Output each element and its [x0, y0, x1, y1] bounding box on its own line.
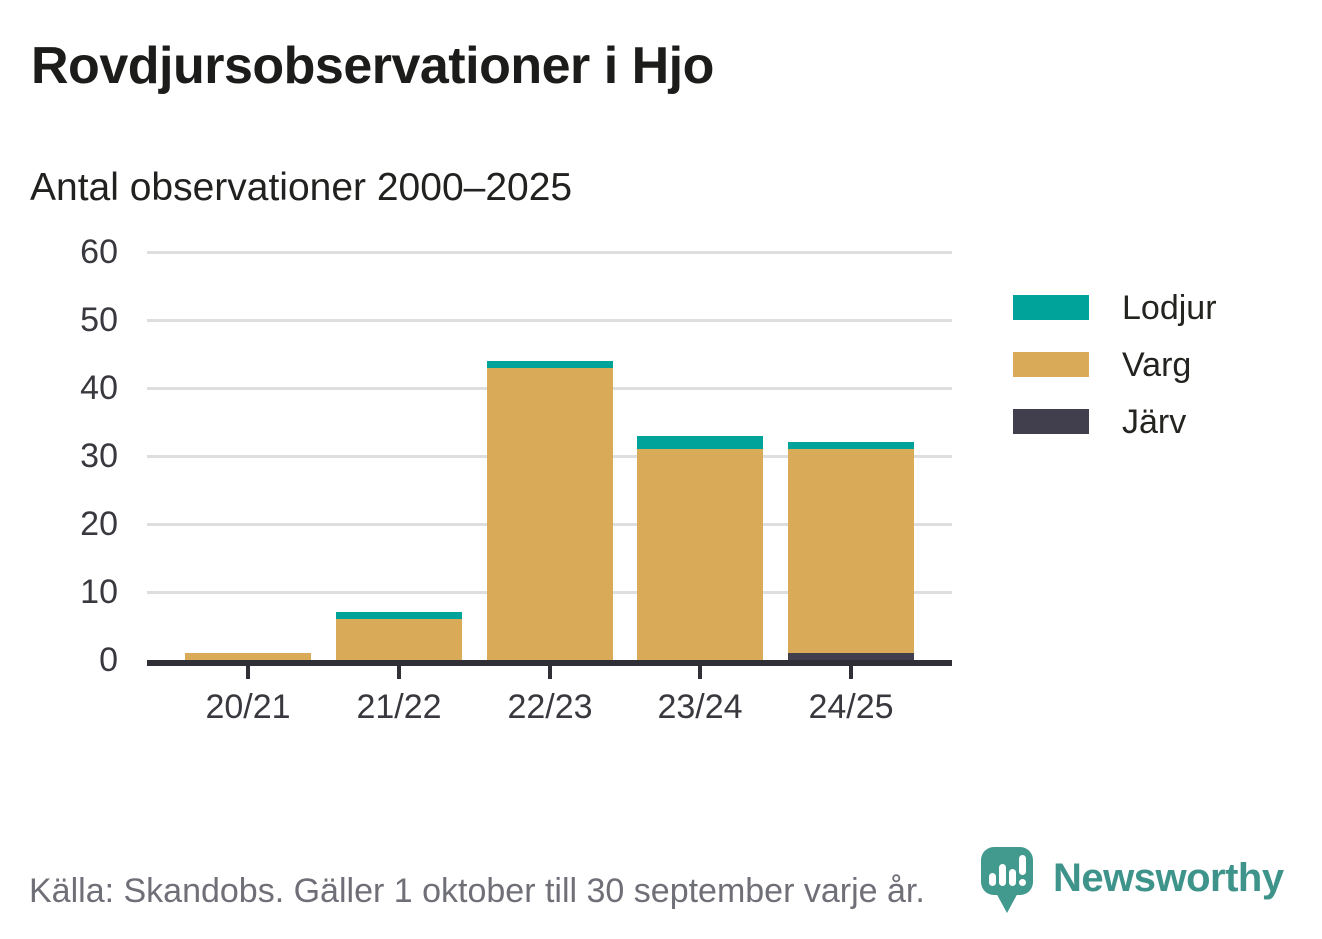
x-tick-label: 23/24 [657, 688, 743, 726]
x-tick-mark [548, 666, 552, 679]
legend: Lodjur Varg Järv [1013, 291, 1217, 466]
bar-segment-varg [185, 653, 311, 660]
y-tick-label: 60 [80, 233, 118, 271]
branding: Newsworthy [981, 847, 1284, 915]
y-tick-label: 40 [80, 369, 118, 407]
bar-segment-varg [788, 449, 914, 654]
x-tick-mark [246, 666, 250, 679]
bar-segment-varg [637, 449, 763, 660]
bar-segment-lodjur [336, 612, 462, 620]
y-tick-label: 30 [80, 437, 118, 475]
y-tick-label: 20 [80, 505, 118, 543]
brand-name: Newsworthy [1053, 856, 1284, 900]
legend-swatch [1013, 352, 1089, 377]
x-axis-line [147, 660, 952, 666]
x-tick-label: 22/23 [507, 688, 593, 726]
x-tick-mark [397, 666, 401, 679]
x-tick-mark [698, 666, 702, 679]
legend-item-järv: Järv [1013, 405, 1217, 439]
x-tick-label: 21/22 [356, 688, 442, 726]
legend-label: Järv [1122, 402, 1187, 441]
x-tick-label: 24/25 [808, 688, 894, 726]
legend-label: Lodjur [1122, 288, 1217, 327]
legend-swatch [1013, 409, 1089, 434]
legend-swatch [1013, 295, 1089, 320]
bar-segment-lodjur [788, 442, 914, 450]
bar-segment-lodjur [487, 360, 613, 368]
bar-segment-lodjur [637, 435, 763, 450]
newsworthy-logo-icon [981, 847, 1033, 913]
y-tick-label: 0 [99, 641, 118, 679]
bar-segment-varg [336, 619, 462, 660]
chart-title: Rovdjursobservationer i Hjo [31, 37, 714, 95]
y-tick-label: 10 [80, 573, 118, 611]
legend-label: Varg [1122, 345, 1192, 384]
legend-item-varg: Varg [1013, 348, 1217, 382]
gridline [147, 319, 952, 322]
source-note: Källa: Skandobs. Gäller 1 oktober till 3… [29, 872, 925, 910]
legend-item-lodjur: Lodjur [1013, 291, 1217, 325]
bar-segment-varg [487, 367, 613, 660]
x-tick-mark [849, 666, 853, 679]
y-tick-label: 50 [80, 301, 118, 339]
chart-subtitle: Antal observationer 2000–2025 [30, 166, 573, 209]
bar-segment-järv [788, 653, 914, 660]
gridline [147, 251, 952, 254]
x-tick-label: 20/21 [205, 688, 291, 726]
